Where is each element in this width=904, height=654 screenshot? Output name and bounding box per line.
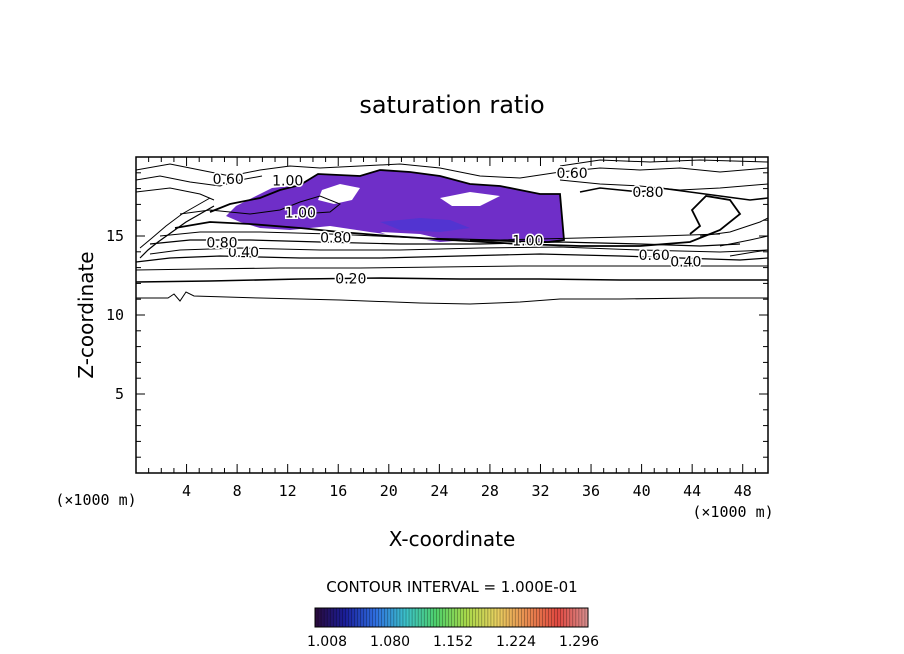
- y-tick-label: 5: [115, 385, 124, 403]
- contour-label: 0.80: [632, 185, 663, 201]
- chart-title: saturation ratio: [359, 91, 544, 119]
- colorbar-tick-label: 1.152: [433, 634, 473, 650]
- x-tick-label: 48: [734, 482, 752, 500]
- x-tick-label: 16: [329, 482, 347, 500]
- contour-line-030: [136, 265, 768, 271]
- contour-line-080: [174, 195, 742, 247]
- contour-line-right-3: [729, 249, 768, 257]
- contour-label: 0.40: [228, 245, 259, 261]
- contour-label: 1.00: [512, 234, 543, 250]
- contour-line-050: [149, 246, 768, 255]
- saturation-fill-region: [226, 170, 564, 242]
- x-axis-label: X-coordinate: [389, 527, 516, 551]
- axis-ticks: [136, 157, 768, 473]
- contour-label: 0.60: [639, 248, 670, 264]
- x-tick-label: 40: [633, 482, 651, 500]
- x-tick-label: 12: [279, 482, 297, 500]
- saturation-fill-core: [380, 218, 470, 232]
- x-axis-unit: (×1000 m): [692, 503, 773, 521]
- contour-line-upper-3: [136, 187, 215, 201]
- contour-label: 0.60: [213, 172, 244, 188]
- y-tick-label: 10: [106, 306, 124, 324]
- x-tick-label: 36: [582, 482, 600, 500]
- contour-line-low: [136, 291, 768, 305]
- colorbar-tick-label: 1.224: [496, 634, 536, 650]
- y-axis-unit: (×1000 m): [55, 491, 136, 509]
- colorbar-tick-label: 1.080: [370, 634, 410, 650]
- x-tick-label: 32: [531, 482, 549, 500]
- colorbar-tick-label: 1.008: [307, 634, 347, 650]
- contour-labels: 0.200.400.400.600.600.600.800.800.801.00…: [205, 164, 703, 289]
- contour-line-upper-5: [579, 187, 768, 201]
- contour-label: 0.80: [320, 231, 351, 247]
- contour-line-020: [136, 277, 768, 283]
- y-tick-label: 15: [106, 227, 124, 245]
- x-tick-label: 20: [380, 482, 398, 500]
- contour-label: 0.60: [556, 166, 587, 182]
- contour-line-060: [149, 239, 741, 247]
- contour-interval-text: CONTOUR INTERVAL = 1.000E-01: [326, 578, 577, 596]
- contour-label: 0.40: [670, 254, 701, 270]
- contour-line-left-2: [139, 197, 211, 249]
- contour-label: 0.80: [206, 235, 237, 251]
- contour-line-upper-6: [559, 159, 768, 167]
- saturation-hole-2: [440, 192, 500, 206]
- y-axis-label: Z-coordinate: [74, 251, 98, 378]
- y-tick-labels: 5 10 15: [106, 227, 124, 403]
- x-tick-label: 44: [683, 482, 701, 500]
- x-tick-label: 4: [182, 482, 191, 500]
- colorbar: 1.008 1.080 1.152 1.224 1.296: [307, 607, 599, 650]
- contour-label: 1.00: [272, 174, 303, 190]
- x-tick-labels: 4 8 12 16 20 24 28 32 36 40 44 48: [182, 482, 752, 500]
- contour-label: 0.20: [335, 272, 366, 288]
- contour-lines: [136, 159, 768, 305]
- colorbar-tick-labels: 1.008 1.080 1.152 1.224 1.296: [307, 634, 599, 650]
- contour-label: 1.00: [285, 205, 316, 221]
- colorbar-stripes: [317, 608, 586, 627]
- contour-line-090: [179, 195, 341, 215]
- contour-line-upper-1: [136, 163, 768, 179]
- contour-line-upper-2: [136, 175, 263, 187]
- contour-line-040: [136, 253, 768, 263]
- colorbar-tick-label: 1.296: [559, 634, 599, 650]
- plot-area: 0.200.400.400.600.600.600.800.800.801.00…: [136, 159, 768, 305]
- contour-line-100: [209, 169, 565, 243]
- x-tick-label: 24: [430, 482, 448, 500]
- contour-line-right-2: [719, 235, 768, 247]
- x-tick-label: 8: [233, 482, 242, 500]
- colorbar-frame: [314, 607, 589, 628]
- contour-line-left-1: [139, 205, 215, 259]
- x-tick-label: 28: [481, 482, 499, 500]
